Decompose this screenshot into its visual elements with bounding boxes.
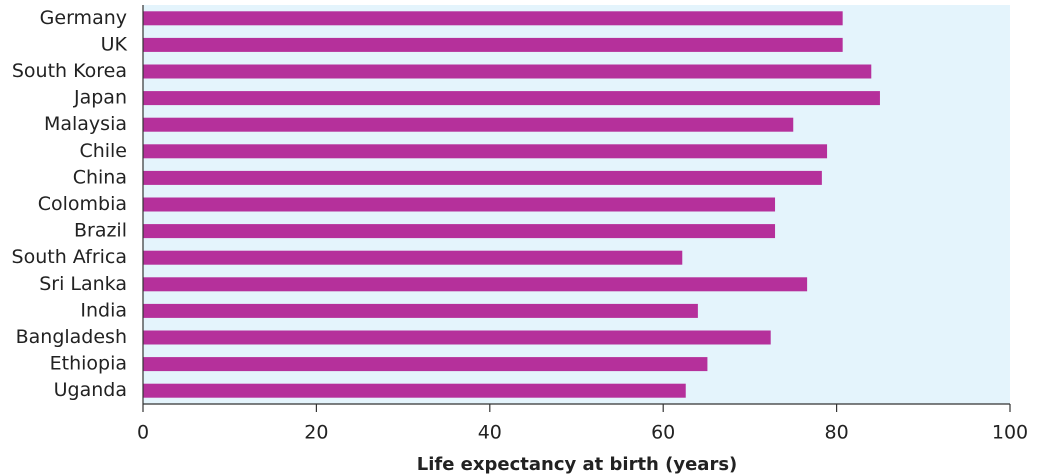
y-tick-label: Ethiopia bbox=[50, 353, 127, 375]
bar bbox=[143, 383, 686, 398]
bar bbox=[143, 117, 794, 132]
y-tick-label: Malaysia bbox=[44, 113, 127, 135]
y-tick-label: South Korea bbox=[12, 60, 127, 82]
x-tick-label: 0 bbox=[137, 422, 149, 444]
x-tick-label: 80 bbox=[825, 422, 849, 444]
bar bbox=[143, 197, 776, 212]
x-axis-title: Life expectancy at birth (years) bbox=[417, 454, 738, 475]
bar bbox=[143, 144, 828, 159]
y-tick-label: UK bbox=[101, 33, 128, 55]
y-tick-label: South Africa bbox=[12, 246, 127, 268]
bar bbox=[143, 303, 698, 318]
bar bbox=[143, 91, 880, 106]
bar bbox=[143, 11, 843, 26]
y-tick-label: China bbox=[73, 166, 127, 188]
bar bbox=[143, 37, 843, 52]
x-tick-label: 60 bbox=[651, 422, 675, 444]
bar bbox=[143, 330, 771, 345]
y-tick-label: Uganda bbox=[54, 379, 127, 401]
bar bbox=[143, 170, 822, 185]
x-tick-label: 100 bbox=[992, 422, 1028, 444]
y-tick-label: Germany bbox=[40, 7, 127, 29]
y-tick-label: Chile bbox=[79, 140, 127, 162]
x-tick-label: 20 bbox=[304, 422, 328, 444]
bar bbox=[143, 357, 708, 372]
bar bbox=[143, 250, 683, 265]
bar bbox=[143, 224, 776, 239]
y-tick-label: Sri Lanka bbox=[39, 273, 127, 295]
y-tick-label: Brazil bbox=[74, 220, 127, 242]
x-tick-label: 40 bbox=[478, 422, 502, 444]
y-tick-label: Colombia bbox=[38, 193, 127, 215]
y-tick-label: Bangladesh bbox=[16, 326, 127, 348]
y-tick-label: Japan bbox=[73, 87, 127, 109]
y-tick-label: India bbox=[80, 299, 127, 321]
bar bbox=[143, 64, 872, 79]
bar bbox=[143, 277, 808, 292]
